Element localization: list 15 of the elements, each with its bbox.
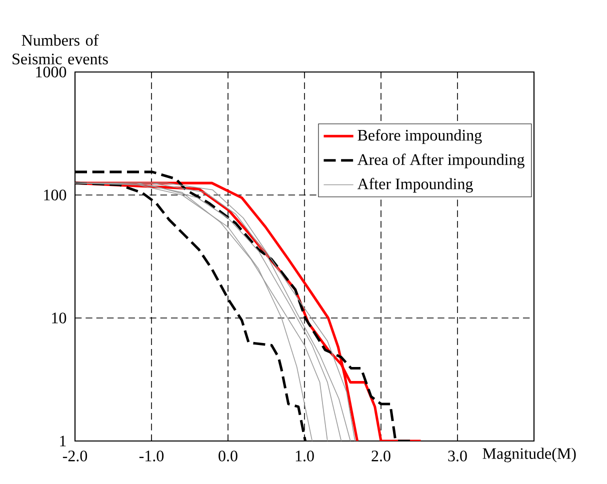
x-tick-label: 3.0	[448, 450, 467, 462]
y-tick-label: 100	[44, 190, 66, 200]
legend-label: Area of After impounding	[357, 154, 524, 168]
x-axis-title: Magnitude(M)	[482, 448, 576, 462]
x-tick-label: -2.0	[62, 450, 88, 462]
legend-label: After Impounding	[357, 178, 473, 193]
legend-label: Before impounding	[358, 129, 482, 144]
y-tick-label: 1000	[36, 66, 66, 78]
x-tick-label: 2.0	[372, 450, 390, 462]
y-tick-label: 10	[52, 312, 66, 324]
y-axis-title: Numbers of Seismic events	[12, 34, 108, 64]
x-tick-label: 1.0	[296, 450, 314, 462]
y-tick-label: 1	[60, 436, 66, 446]
x-tick-label: -1.0	[139, 450, 164, 462]
x-tick-label: 0.0	[218, 450, 238, 462]
